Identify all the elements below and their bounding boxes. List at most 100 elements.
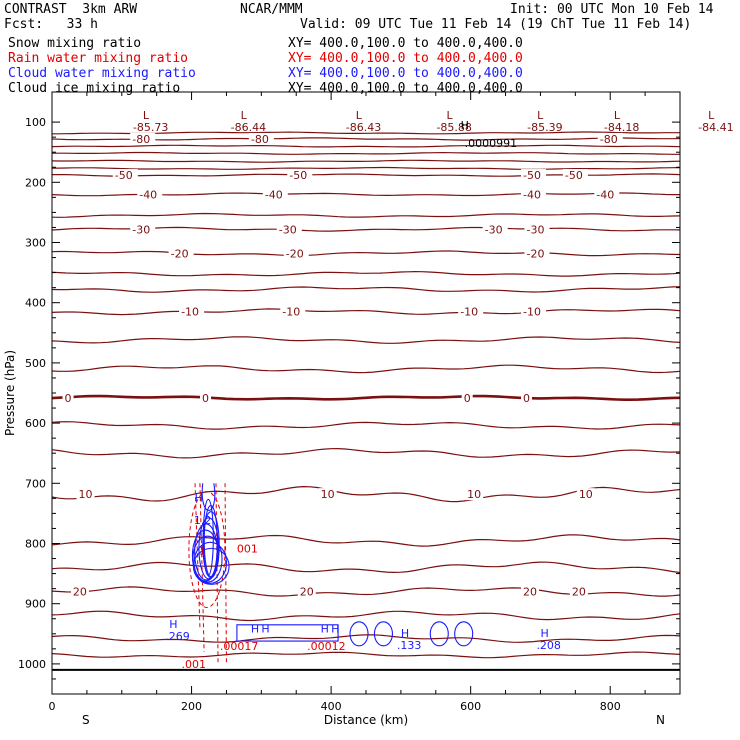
isotherm-line — [51, 394, 681, 401]
cloud-max-letter: H — [321, 623, 329, 636]
isotherm-label-bg — [262, 188, 288, 201]
rain-ring-label: 1 — [199, 544, 206, 557]
isotherm-label-bg — [569, 585, 588, 598]
isotherm-label-bg — [482, 223, 508, 236]
cloud-core-label: H — [195, 491, 203, 504]
y-tick-label: 400 — [25, 297, 46, 310]
isotherm-label-bg — [524, 247, 550, 260]
isotherm-label: -50 — [523, 169, 541, 182]
isotherm-label-bg — [179, 305, 205, 318]
isotherm-line — [51, 212, 681, 218]
isotherm-label-bg — [137, 188, 163, 201]
isotherm-label: 0 — [65, 392, 72, 405]
isotherm-label-bg — [524, 223, 550, 236]
isotherm-line — [51, 159, 681, 163]
isotherm-label: -80 — [600, 133, 618, 146]
isotherm-label-bg — [287, 169, 313, 182]
isotherm-line — [51, 308, 681, 316]
cloud-contour — [454, 621, 474, 647]
x-tick-label: 800 — [600, 700, 621, 713]
cloud-contour — [191, 529, 219, 582]
low-marker-letter: L — [143, 109, 150, 122]
cloud-max-letter: H — [169, 618, 177, 631]
cloud-max-letter: H — [261, 623, 269, 636]
cloud-contour — [192, 547, 230, 585]
isotherm-label-bg — [521, 169, 546, 182]
isotherm-label: -80 — [132, 133, 150, 146]
cloud-max-value: .208 — [536, 639, 561, 652]
isotherm-label-bg — [200, 391, 212, 404]
isotherm-label-bg — [130, 223, 156, 236]
isotherm-label: -80 — [251, 133, 269, 146]
y-axis-label: Pressure (hPa) — [3, 350, 17, 436]
snow-max-letter: H — [461, 119, 469, 132]
isotherm-line — [51, 144, 681, 148]
y-tick-label: 900 — [25, 598, 46, 611]
isotherm-label: -30 — [132, 223, 150, 236]
snow-value-label: .0000991 — [465, 137, 517, 150]
isotherm-label: -10 — [282, 306, 300, 319]
isotherm-label: 20 — [73, 586, 87, 599]
north-end-label: N — [656, 713, 665, 727]
isotherm-label: -40 — [265, 188, 283, 201]
rain-value-label: .00012 — [307, 640, 346, 653]
isotherm-label: -50 — [565, 169, 583, 182]
isotherm-label-bg — [521, 188, 546, 201]
isotherm-label: -50 — [115, 169, 133, 182]
x-tick-label: 600 — [460, 700, 481, 713]
cloud-max-letter: H — [401, 627, 409, 640]
rain-ring-label: 001 — [237, 543, 258, 556]
cloud-contour — [192, 535, 223, 583]
isotherm-line — [52, 151, 680, 155]
y-tick-label: 600 — [25, 417, 46, 430]
isotherm-label-bg — [70, 585, 89, 598]
isotherm-label: -10 — [460, 306, 478, 319]
isotherm-line — [51, 226, 681, 232]
rain-contour — [188, 491, 226, 609]
low-marker-value: -86.44 — [231, 121, 266, 134]
model-name: CONTRAST 3km ARW — [4, 2, 138, 17]
low-marker-letter: L — [708, 109, 715, 122]
isotherm-line — [51, 250, 681, 257]
isotherm-line — [51, 286, 681, 293]
cloud-contour — [201, 483, 216, 511]
cloud-contour — [236, 624, 339, 642]
isotherm-line — [51, 137, 681, 141]
isotherm-label: -20 — [526, 247, 544, 260]
isotherm-label: -10 — [181, 306, 199, 319]
isotherm-line — [51, 651, 681, 659]
cloud-max-letter: H — [540, 627, 548, 640]
isotherm-label-bg — [62, 391, 74, 404]
forecast-hour: Fcst: 33 h — [4, 17, 98, 32]
south-end-label: S — [82, 713, 90, 727]
y-tick-label: 1000 — [18, 658, 46, 671]
isotherm-label: 0 — [202, 392, 209, 405]
rain-contour — [215, 483, 219, 664]
field-label-rain: Rain water mixing ratio — [8, 51, 189, 66]
plot-frame — [51, 91, 681, 695]
isotherm-label: 10 — [79, 488, 93, 501]
isotherm-label: -40 — [596, 188, 614, 201]
isotherm-label: -20 — [171, 247, 189, 260]
low-marker-value: -86.43 — [346, 121, 381, 134]
organization: NCAR/MMM — [240, 2, 303, 17]
low-marker-value: -85.39 — [527, 121, 562, 134]
isotherm-label-bg — [168, 247, 194, 260]
cloud-contour — [373, 621, 393, 647]
isotherm-label-bg — [461, 391, 473, 404]
isotherm-label-bg — [576, 488, 595, 501]
isotherm-label: 20 — [523, 586, 537, 599]
isotherm-line — [51, 485, 681, 503]
low-marker-value: -84.18 — [604, 121, 639, 134]
isotherm-label: -30 — [485, 223, 503, 236]
rain-contour — [199, 483, 205, 652]
low-marker-letter: L — [446, 109, 453, 122]
isotherm-line — [51, 610, 681, 622]
cloud-core-label: 1.2 — [194, 514, 212, 527]
x-axis-label: Distance (km) — [324, 713, 408, 727]
isotherm-line — [51, 166, 681, 170]
isotherm-label-bg — [297, 585, 316, 598]
isotherm-label-bg — [76, 488, 95, 501]
isotherm-label-bg — [276, 223, 302, 236]
